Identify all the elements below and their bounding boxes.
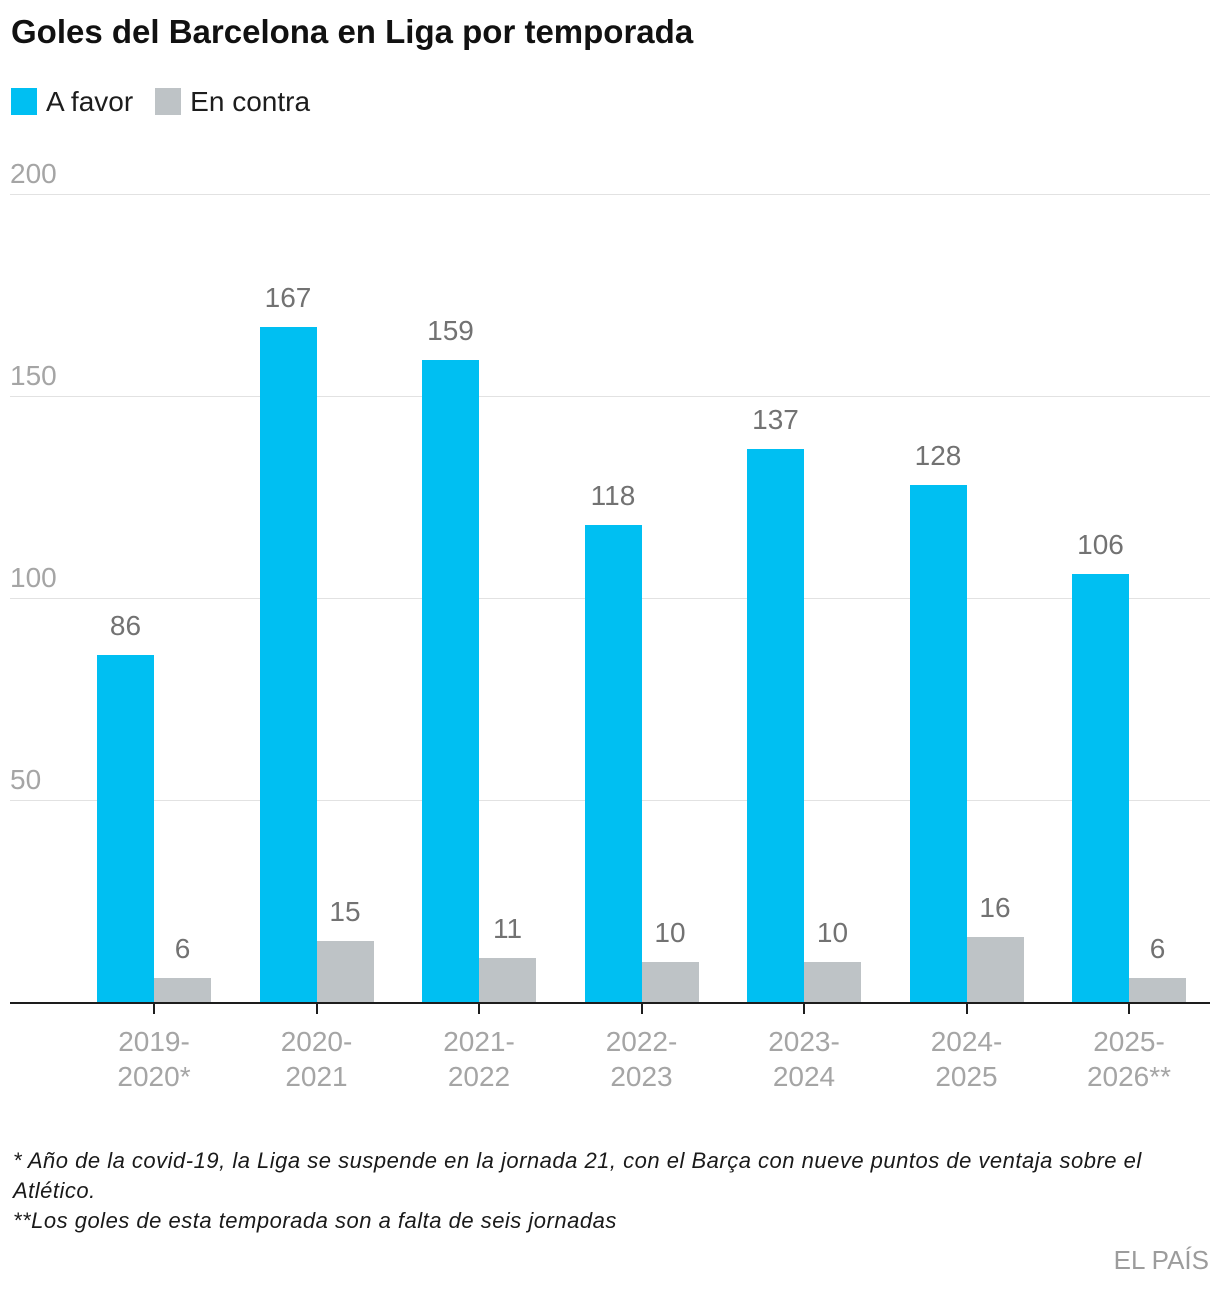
bar-en-contra-20212022 (479, 957, 536, 1002)
bar-en-contra-20192020 (154, 977, 211, 1002)
gridline-200 (10, 194, 1210, 195)
value-label-en-contra-20252026: 6 (1149, 932, 1166, 964)
legend-label-a-favor: A favor (46, 86, 134, 117)
legend: A favor En contra (11, 86, 311, 117)
x-axis-tick-3 (478, 1004, 480, 1014)
bar-a-favor-20252026 (1072, 573, 1129, 1002)
x-axis-label-4: 2022- 2023 (605, 1026, 678, 1092)
bar-en-contra-20252026 (1129, 977, 1186, 1002)
x-axis-tick-7 (1128, 1004, 1130, 1014)
source-logo: EL PAÍS (1113, 1245, 1209, 1275)
bar-en-contra-20202021 (316, 941, 374, 1002)
legend-item-a-favor: A favor (11, 86, 134, 117)
footnote-pending-rounds: **Los goles de esta temporada son a falt… (13, 1208, 617, 1233)
value-label-en-contra-20192020: 6 (174, 932, 191, 964)
y-axis-label-150: 150 (10, 360, 57, 391)
bar-a-favor-20232024 (747, 448, 804, 1002)
bar-en-contra-20232024 (804, 961, 861, 1002)
bar-a-favor-20222023 (584, 525, 642, 1002)
bar-a-favor-20212022 (422, 359, 479, 1002)
legend-swatch-en-contra-icon (155, 88, 182, 115)
value-label-en-contra-20202021: 15 (329, 896, 361, 928)
bar-a-favor-20202021 (259, 327, 317, 1002)
x-axis-label-1: 2019- 2020* (117, 1026, 191, 1092)
x-axis-tick-4 (640, 1004, 643, 1014)
bar-en-contra-20222023 (641, 961, 699, 1002)
x-axis-label-2: 2020- 2021 (280, 1026, 353, 1092)
value-label-en-contra-20242025: 16 (979, 892, 1011, 924)
x-axis-label-3: 2021- 2022 (443, 1026, 515, 1092)
bar-en-contra-20242025 (966, 937, 1024, 1002)
x-axis-label-7: 2025- 2026** (1086, 1026, 1172, 1092)
bar-a-favor-20242025 (909, 484, 967, 1002)
value-label-en-contra-20222023: 10 (654, 916, 686, 948)
footnotes: * Año de la covid-19, la Liga se suspend… (13, 1146, 1163, 1236)
value-label-a-favor-20222023: 118 (590, 480, 636, 512)
x-axis-label-6: 2024- 2025 (930, 1026, 1003, 1092)
x-axis-tick-6 (965, 1004, 968, 1014)
value-label-a-favor-20252026: 106 (1077, 528, 1124, 560)
value-label-a-favor-20202021: 167 (264, 282, 312, 314)
y-axis-label-100: 100 (10, 562, 57, 593)
x-axis-line (10, 1002, 1210, 1004)
gridline-150 (10, 396, 1210, 397)
value-label-a-favor-20192020: 86 (109, 609, 142, 641)
legend-label-en-contra: En contra (190, 86, 311, 117)
chart-title: Goles del Barcelona en Liga por temporad… (11, 13, 694, 50)
x-axis-tick-1 (153, 1004, 155, 1014)
x-axis-tick-5 (803, 1004, 805, 1014)
value-label-a-favor-20232024: 137 (752, 403, 799, 435)
x-axis-label-5: 2023- 2024 (768, 1026, 840, 1092)
footnote-covid: * Año de la covid-19, la Liga se suspend… (13, 1148, 1142, 1203)
legend-swatch-a-favor-icon (11, 88, 37, 115)
legend-item-en-contra: En contra (155, 86, 311, 117)
value-label-en-contra-20212022: 11 (492, 912, 523, 944)
x-axis-tick-2 (315, 1004, 318, 1014)
value-label-en-contra-20232024: 10 (816, 916, 849, 948)
y-axis-label-50: 50 (10, 764, 42, 795)
bar-a-favor-20192020 (97, 654, 154, 1002)
y-axis-label-200: 200 (10, 158, 57, 189)
value-label-a-favor-20212022: 159 (427, 314, 474, 346)
value-label-a-favor-20242025: 128 (914, 439, 962, 471)
